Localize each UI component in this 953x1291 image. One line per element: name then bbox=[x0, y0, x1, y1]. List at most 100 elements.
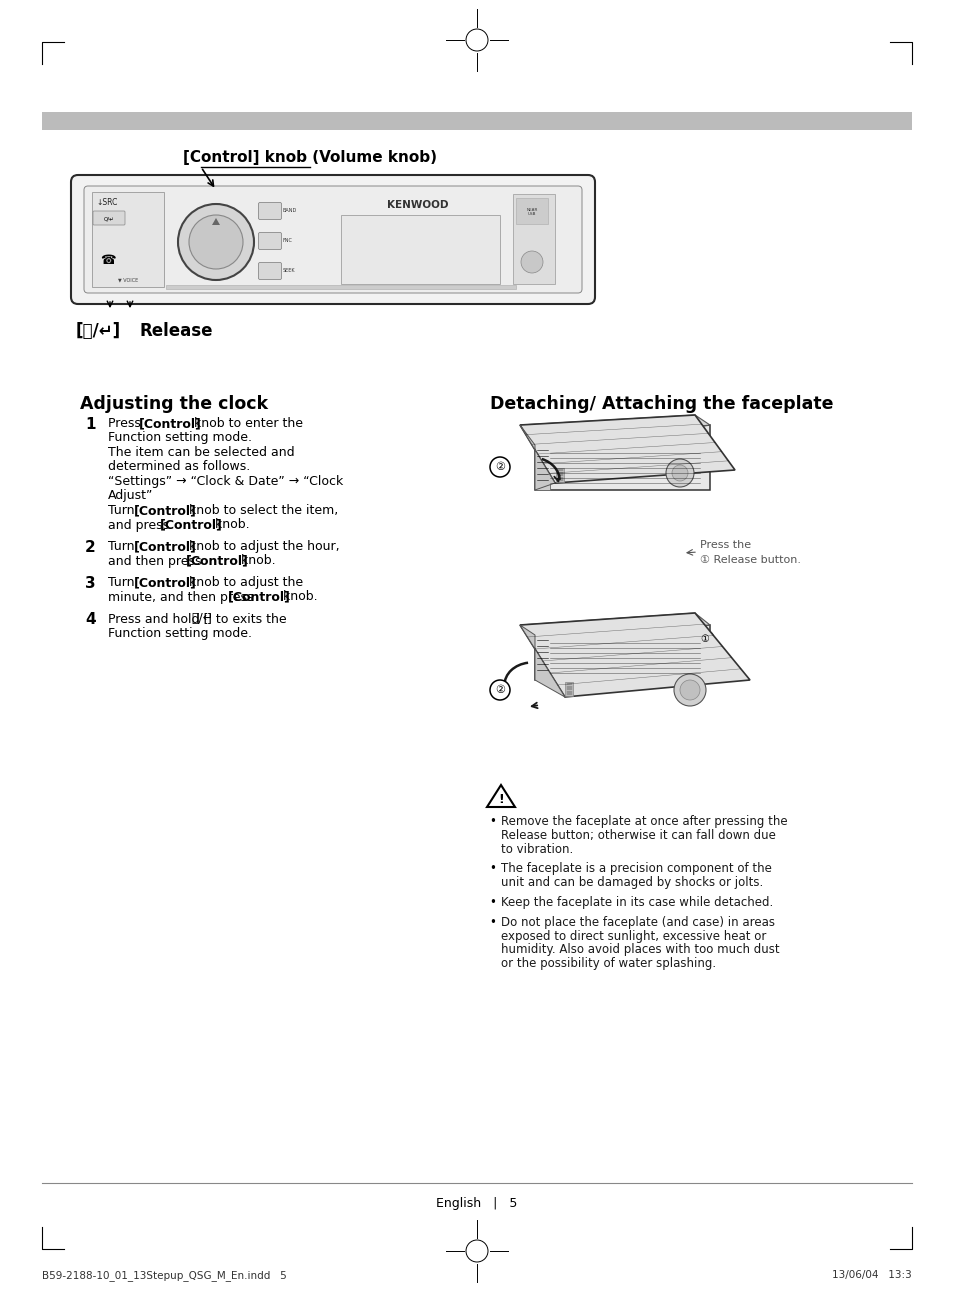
Text: Adjusting the clock: Adjusting the clock bbox=[80, 395, 268, 413]
FancyBboxPatch shape bbox=[42, 112, 911, 130]
Text: determined as follows.: determined as follows. bbox=[108, 461, 250, 474]
Text: Function setting mode.: Function setting mode. bbox=[108, 626, 252, 639]
Text: Release: Release bbox=[140, 321, 213, 340]
Text: [Control]: [Control] bbox=[133, 540, 196, 553]
Text: knob to enter the: knob to enter the bbox=[191, 417, 303, 430]
Circle shape bbox=[490, 680, 510, 700]
Text: Release button; otherwise it can fall down due: Release button; otherwise it can fall do… bbox=[500, 829, 775, 842]
Circle shape bbox=[665, 460, 693, 487]
Text: and press: and press bbox=[108, 519, 172, 532]
Text: FNC: FNC bbox=[283, 239, 293, 244]
Polygon shape bbox=[535, 635, 550, 680]
Text: knob to select the item,: knob to select the item, bbox=[185, 503, 338, 516]
Text: B59-2188-10_01_13Stepup_QSG_M_En.indd   5: B59-2188-10_01_13Stepup_QSG_M_En.indd 5 bbox=[42, 1270, 287, 1281]
Text: knob.: knob. bbox=[237, 555, 275, 568]
Circle shape bbox=[189, 216, 243, 269]
Text: [Control]: [Control] bbox=[139, 417, 202, 430]
Text: ①: ① bbox=[700, 634, 709, 644]
Text: [Control]: [Control] bbox=[133, 503, 196, 516]
Text: 13/06/04   13:3: 13/06/04 13:3 bbox=[831, 1270, 911, 1279]
Text: Keep the faceplate in its case while detached.: Keep the faceplate in its case while det… bbox=[500, 896, 773, 909]
Text: •: • bbox=[489, 815, 496, 828]
Polygon shape bbox=[535, 625, 709, 680]
Circle shape bbox=[696, 630, 713, 648]
Text: •: • bbox=[489, 896, 496, 909]
Text: ] to exits the: ] to exits the bbox=[207, 612, 286, 625]
FancyBboxPatch shape bbox=[513, 194, 555, 284]
Circle shape bbox=[178, 204, 253, 280]
Text: [Control]: [Control] bbox=[228, 590, 290, 603]
Text: Do not place the faceplate (and case) in areas: Do not place the faceplate (and case) in… bbox=[500, 915, 774, 928]
FancyBboxPatch shape bbox=[92, 210, 125, 225]
Circle shape bbox=[671, 465, 687, 482]
Polygon shape bbox=[535, 445, 550, 491]
Polygon shape bbox=[519, 414, 734, 483]
Text: ②: ② bbox=[495, 462, 504, 473]
Text: !: ! bbox=[497, 793, 503, 806]
Text: ᴤ/↵: ᴤ/↵ bbox=[191, 612, 213, 625]
Text: 3: 3 bbox=[85, 576, 95, 591]
FancyBboxPatch shape bbox=[84, 186, 581, 293]
Text: •: • bbox=[489, 915, 496, 928]
FancyBboxPatch shape bbox=[258, 203, 281, 219]
Text: to vibration.: to vibration. bbox=[500, 843, 573, 856]
Text: 2: 2 bbox=[85, 540, 95, 555]
Polygon shape bbox=[486, 785, 515, 807]
FancyBboxPatch shape bbox=[71, 176, 595, 303]
Polygon shape bbox=[519, 414, 709, 445]
Text: humidity. Also avoid places with too much dust: humidity. Also avoid places with too muc… bbox=[500, 944, 779, 957]
Circle shape bbox=[679, 680, 700, 700]
Text: NEAR
USB: NEAR USB bbox=[526, 208, 537, 217]
Polygon shape bbox=[212, 218, 220, 225]
Text: or the possibility of water splashing.: or the possibility of water splashing. bbox=[500, 957, 716, 971]
Polygon shape bbox=[519, 425, 555, 491]
Text: The faceplate is a precision component of the: The faceplate is a precision component o… bbox=[500, 862, 771, 875]
Polygon shape bbox=[519, 625, 564, 697]
FancyBboxPatch shape bbox=[340, 216, 499, 284]
Text: Detaching/ Attaching the faceplate: Detaching/ Attaching the faceplate bbox=[490, 395, 833, 413]
Text: [Control] knob (Volume knob): [Control] knob (Volume knob) bbox=[183, 150, 436, 165]
Text: KENWOOD: KENWOOD bbox=[387, 200, 448, 210]
Text: 4: 4 bbox=[85, 612, 95, 627]
FancyBboxPatch shape bbox=[556, 469, 563, 482]
Text: Turn: Turn bbox=[108, 576, 138, 589]
Text: and then press: and then press bbox=[108, 555, 205, 568]
Circle shape bbox=[520, 250, 542, 272]
Text: The item can be selected and: The item can be selected and bbox=[108, 445, 294, 460]
Text: knob to adjust the: knob to adjust the bbox=[185, 576, 303, 589]
Text: Turn: Turn bbox=[108, 503, 138, 516]
Text: Q/↵: Q/↵ bbox=[104, 217, 114, 222]
Text: ① Release button.: ① Release button. bbox=[700, 555, 801, 565]
Polygon shape bbox=[519, 613, 709, 635]
Text: unit and can be damaged by shocks or jolts.: unit and can be damaged by shocks or jol… bbox=[500, 877, 762, 889]
Text: “Settings” → “Clock & Date” → “Clock: “Settings” → “Clock & Date” → “Clock bbox=[108, 475, 343, 488]
Text: Function setting mode.: Function setting mode. bbox=[108, 431, 252, 444]
Text: [Control]: [Control] bbox=[160, 519, 223, 532]
FancyBboxPatch shape bbox=[91, 192, 164, 287]
Text: [Control]: [Control] bbox=[133, 576, 196, 589]
Polygon shape bbox=[535, 425, 709, 491]
FancyBboxPatch shape bbox=[564, 682, 573, 696]
Text: English   |   5: English | 5 bbox=[436, 1197, 517, 1210]
Text: Adjust”: Adjust” bbox=[108, 489, 153, 502]
Text: Press the: Press the bbox=[700, 540, 750, 550]
Text: ☎: ☎ bbox=[100, 253, 115, 266]
Text: knob.: knob. bbox=[278, 590, 317, 603]
Text: Press: Press bbox=[108, 417, 145, 430]
Circle shape bbox=[490, 457, 510, 476]
FancyBboxPatch shape bbox=[166, 285, 516, 289]
Polygon shape bbox=[519, 613, 749, 697]
Text: ↓SRC: ↓SRC bbox=[96, 198, 117, 207]
Text: BAND: BAND bbox=[283, 209, 297, 213]
Text: [ᴤ/↵]: [ᴤ/↵] bbox=[76, 321, 121, 340]
FancyBboxPatch shape bbox=[258, 232, 281, 249]
Text: [Control]: [Control] bbox=[186, 555, 249, 568]
Text: Press and hold [: Press and hold [ bbox=[108, 612, 209, 625]
FancyBboxPatch shape bbox=[258, 262, 281, 279]
Text: knob to adjust the hour,: knob to adjust the hour, bbox=[185, 540, 339, 553]
Text: 1: 1 bbox=[85, 417, 95, 432]
Text: minute, and then press: minute, and then press bbox=[108, 590, 257, 603]
Text: SEEK: SEEK bbox=[283, 269, 295, 274]
Text: exposed to direct sunlight, excessive heat or: exposed to direct sunlight, excessive he… bbox=[500, 930, 765, 942]
Text: Remove the faceplate at once after pressing the: Remove the faceplate at once after press… bbox=[500, 815, 787, 828]
